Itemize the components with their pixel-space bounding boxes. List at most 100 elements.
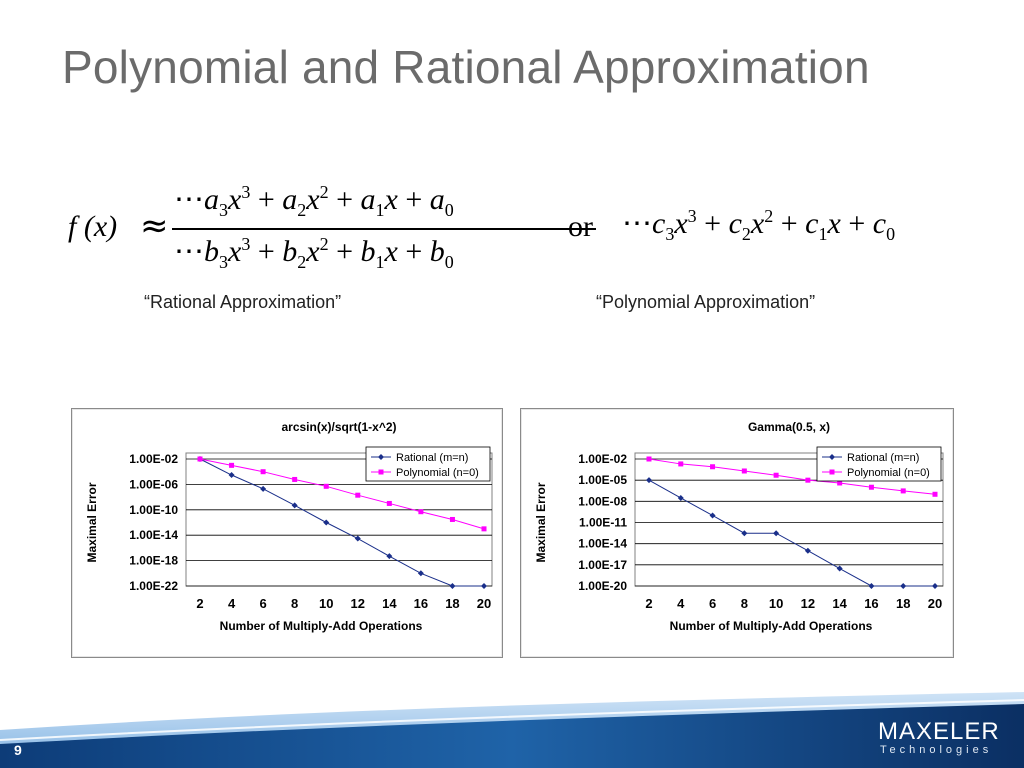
chart-gamma-svg: Gamma(0.5, x) 1.00E-02 1.00E-05 1.00E-08 1.0… (534, 420, 944, 633)
slide-title: Polynomial and Rational Approximation (62, 41, 870, 93)
x-tick-label: 16 (414, 596, 428, 611)
y-tick-label: 1.00E-20 (578, 579, 627, 593)
x-axis-label: Number of Multiply-Add Operations (670, 619, 873, 633)
x-tick-label: 10 (319, 596, 333, 611)
x-tick-label: 2 (196, 596, 203, 611)
caption-polynomial: “Polynomial Approximation” (596, 292, 816, 312)
data-point-rational (932, 583, 938, 589)
y-tick-label: 1.00E-08 (578, 494, 627, 508)
data-point-polynomial (355, 492, 361, 498)
y-tick-label: 1.00E-10 (129, 503, 178, 517)
series-line-polynomial (648, 458, 936, 495)
x-tick-label: 2 (645, 596, 652, 611)
fraction-bar (172, 228, 596, 230)
page-number: 9 (14, 742, 22, 758)
y-tick-label: 1.00E-06 (129, 477, 178, 491)
x-tick-label: 8 (741, 596, 748, 611)
formula-lhs: f (x) (68, 210, 118, 243)
chart-title: Gamma(0.5, x) (748, 420, 830, 434)
legend-marker-rational (829, 454, 835, 460)
x-tick-label: 20 (928, 596, 942, 611)
data-point-rational (417, 570, 424, 577)
y-axis-label: Maximal Error (85, 482, 99, 562)
formula-denominator: ⋯b3x3 + b2x2 + b1x + b0 (174, 234, 454, 272)
data-point-rational (481, 583, 487, 589)
y-axis-label: Maximal Error (534, 482, 548, 562)
data-point-polynomial (741, 468, 747, 474)
x-tick-label: 18 (896, 596, 910, 611)
data-point-polynomial (773, 472, 779, 478)
x-tick-label: 6 (709, 596, 716, 611)
data-point-polynomial (868, 484, 874, 490)
y-tick-label: 1.00E-22 (129, 579, 178, 593)
data-point-rational (228, 472, 235, 479)
footer-swoosh-line (0, 699, 1024, 741)
x-tick-label: 16 (864, 596, 878, 611)
legend-label-rational: Rational (m=n) (396, 452, 468, 464)
footer-swoosh-dark (0, 704, 1024, 768)
data-point-rational (741, 530, 748, 537)
series-line-rational (648, 479, 935, 587)
logo-subtext: Technologies (880, 744, 993, 756)
y-tick-label: 1.00E-11 (579, 516, 627, 530)
x-axis-label: Number of Multiply-Add Operations (220, 619, 423, 633)
series-line-rational (199, 458, 484, 587)
data-point-rational (804, 547, 811, 554)
data-point-rational (709, 512, 716, 519)
y-tick-label: 1.00E-05 (578, 473, 627, 487)
y-tick-label: 1.00E-02 (129, 452, 178, 466)
data-point-polynomial (932, 491, 938, 497)
x-tick-label: 14 (832, 596, 847, 611)
x-tick-label: 20 (477, 596, 491, 611)
or-word: or (568, 210, 593, 243)
data-point-rational (836, 565, 843, 572)
legend-label-polynomial: Polynomial (n=0) (847, 467, 930, 479)
legend-label-polynomial: Polynomial (n=0) (396, 467, 479, 479)
data-point-polynomial (805, 477, 811, 483)
chart-gamma: Gamma(0.5, x) 1.00E-02 1.00E-05 1.00E-08 1.0… (520, 408, 954, 658)
data-point-polynomial (900, 488, 906, 494)
series-line-polynomial (199, 458, 485, 530)
data-point-polynomial (418, 509, 424, 515)
y-tick-label: 1.00E-17 (578, 558, 627, 572)
data-point-rational (449, 583, 456, 589)
legend-box (816, 446, 942, 482)
data-point-polynomial (481, 526, 487, 532)
y-tick-label: 1.00E-14 (578, 537, 627, 551)
approx-symbol: ≈ (140, 206, 169, 246)
data-point-polynomial (678, 461, 684, 467)
data-point-polynomial (646, 456, 652, 462)
x-tick-label: 6 (259, 596, 266, 611)
logo-text: MAXELER (878, 718, 1000, 745)
legend-marker-rational (378, 454, 384, 460)
legend-label-rational: Rational (m=n) (847, 452, 919, 464)
data-point-rational (868, 583, 875, 589)
y-tick-label: 1.00E-02 (578, 452, 627, 466)
data-point-rational (291, 502, 298, 509)
data-point-polynomial (710, 464, 716, 470)
data-point-rational (323, 519, 330, 526)
data-point-rational (260, 485, 267, 492)
data-point-polynomial (323, 483, 329, 489)
data-point-polynomial (837, 480, 843, 486)
chart-arcsin-svg: arcsin(x)/sqrt(1-x^2) 1.00E-02 1.00E-06 1.0… (85, 420, 493, 633)
data-point-polynomial (260, 469, 266, 475)
y-tick-label: 1.00E-14 (129, 528, 178, 542)
x-tick-label: 14 (382, 596, 397, 611)
data-point-polynomial (292, 476, 298, 482)
data-point-polynomial (449, 516, 455, 522)
legend-marker-polynomial (829, 469, 835, 475)
chart-arcsin: arcsin(x)/sqrt(1-x^2) 1.00E-02 1.00E-06 1.0… (71, 408, 503, 658)
legend-box (365, 446, 491, 482)
x-tick-label: 12 (801, 596, 815, 611)
data-point-rational (677, 494, 684, 501)
x-tick-label: 18 (445, 596, 459, 611)
data-point-polynomial (386, 500, 392, 506)
caption-rational: “Rational Approximation” (144, 292, 342, 312)
data-point-rational (386, 553, 393, 560)
data-point-rational (900, 583, 907, 589)
x-tick-label: 4 (228, 596, 236, 611)
x-tick-label: 4 (677, 596, 685, 611)
x-tick-label: 10 (769, 596, 783, 611)
maxeler-logo: MAXELER Technologies (878, 718, 1000, 756)
